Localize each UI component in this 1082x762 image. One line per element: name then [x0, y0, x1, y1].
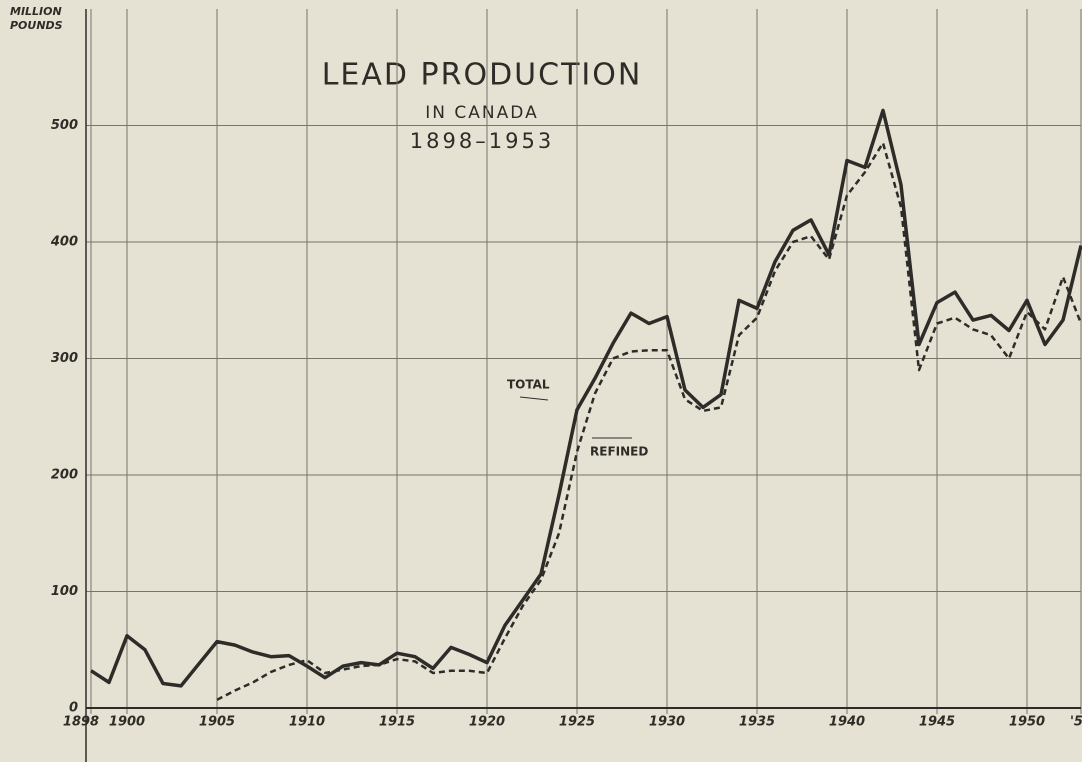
x-tick-label: 1925	[559, 715, 595, 730]
series-label: TOTAL	[507, 378, 550, 392]
x-tick-label: 1915	[379, 715, 415, 730]
y-tick-label: 300	[51, 351, 78, 366]
chart-subtitle: IN CANADA	[425, 103, 538, 123]
x-tick-label: 1900	[109, 715, 145, 730]
series-label: REFINED	[590, 445, 648, 459]
y-tick-label: 100	[51, 584, 78, 599]
x-tick-label: 1920	[469, 715, 505, 730]
y-tick-label: 200	[51, 468, 78, 483]
x-tick-label: 1910	[289, 715, 325, 730]
y-tick-label: 500	[51, 118, 78, 133]
x-tick-label: 1898	[63, 715, 99, 730]
chart-title: LEAD PRODUCTION	[322, 58, 643, 93]
series-line	[90, 108, 1082, 688]
annotation-arrow	[519, 396, 549, 401]
x-tick-label: 1905	[199, 715, 235, 730]
y-axis-label: MILLION POUNDS	[10, 5, 63, 32]
x-tick-label: 1940	[829, 715, 865, 730]
x-tick-label: '53	[1070, 715, 1082, 730]
x-tick-label: 1930	[649, 715, 685, 730]
y-tick-label: 0	[69, 701, 78, 716]
series-line	[216, 141, 1082, 701]
y-tick-label: 400	[50, 235, 78, 250]
chart-period: 1898–1953	[410, 129, 554, 153]
x-tick-label: 1950	[1009, 715, 1045, 730]
x-tick-label: 1945	[919, 715, 955, 730]
x-tick-label: 1935	[739, 715, 775, 730]
